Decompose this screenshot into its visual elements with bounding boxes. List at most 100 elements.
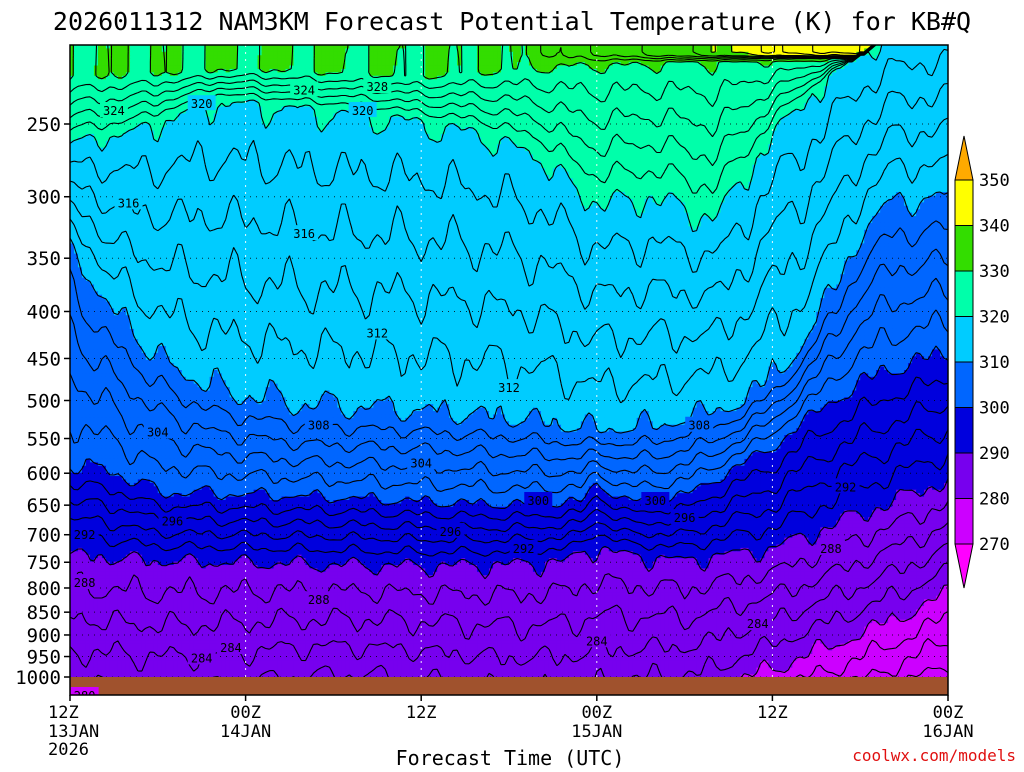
theta-cell [516,82,522,87]
theta-cell [664,75,670,80]
theta-cell [576,79,582,84]
theta-cell [313,75,319,80]
theta-cell [273,99,279,104]
theta-cell [389,48,394,53]
theta-cell [189,79,195,84]
theta-cell [616,65,622,70]
theta-cell [784,86,789,91]
theta-cell [317,75,323,80]
theta-cell [940,116,945,121]
theta-cell [441,68,446,73]
theta-cell [213,55,219,60]
theta-cell [548,106,554,111]
theta-cell [357,79,362,84]
theta-cell [413,113,418,118]
theta-cell [612,58,618,63]
theta-cell [369,51,374,56]
theta-cell [465,113,470,118]
theta-cell [205,92,211,97]
theta-cell [672,65,678,70]
theta-cell [185,120,191,125]
theta-cell [261,110,267,115]
theta-cell [345,120,350,125]
theta-cell [405,62,410,67]
theta-cell [776,75,781,80]
theta-cell [688,106,694,111]
theta-cell [832,106,837,111]
theta-cell [449,120,454,125]
theta-cell [109,92,115,97]
theta-cell [816,89,821,94]
theta-cell [768,113,773,118]
theta-cell [552,120,558,125]
theta-cell [493,120,498,125]
theta-cell [449,65,454,70]
theta-cell [241,62,247,67]
theta-cell [528,110,534,115]
theta-cell [900,116,905,121]
theta-cell [852,72,857,77]
theta-cell [772,72,777,77]
theta-cell [768,116,773,121]
theta-cell [932,48,937,53]
theta-cell [620,72,626,77]
theta-cell [177,99,183,104]
theta-cell [445,120,450,125]
theta-cell [137,99,143,104]
theta-cell [704,65,710,70]
theta-cell [453,55,458,60]
theta-cell [548,103,554,108]
theta-cell [796,86,801,91]
theta-cell [477,89,482,94]
theta-cell [261,45,267,50]
theta-cell [77,48,83,53]
theta-cell [868,58,873,63]
theta-cell [932,58,937,63]
theta-cell [704,116,710,121]
theta-cell [884,68,889,73]
theta-cell [173,82,179,87]
theta-cell [796,65,801,70]
theta-cell [912,55,917,60]
theta-cell [473,48,478,53]
theta-cell [676,55,682,60]
theta-cell [796,116,801,121]
theta-cell [600,68,606,73]
theta-cell [129,89,135,94]
theta-cell [868,48,873,53]
theta-cell [257,110,263,115]
theta-cell [505,86,510,91]
theta-cell [197,45,203,50]
theta-cell [808,96,813,101]
theta-cell [536,106,542,111]
theta-cell [321,103,327,108]
theta-cell [808,113,813,118]
theta-cell [489,116,494,121]
theta-cell [840,110,845,115]
theta-cell [437,72,442,77]
theta-cell [245,86,251,91]
theta-cell [209,51,215,56]
theta-cell [644,99,650,104]
theta-cell [568,103,574,108]
theta-cell [445,113,450,118]
theta-cell [113,79,119,84]
theta-cell [465,116,470,121]
theta-cell [425,120,430,125]
theta-cell [720,89,726,94]
theta-cell [77,106,83,111]
theta-cell [181,99,187,104]
theta-cell [684,79,690,84]
theta-cell [281,110,287,115]
theta-cell [257,75,263,80]
theta-cell [313,55,319,60]
theta-cell [341,45,346,50]
theta-cell [269,89,275,94]
theta-cell [209,116,215,121]
theta-cell [70,58,75,63]
theta-cell [269,45,275,50]
theta-cell [453,113,458,118]
theta-cell [70,103,75,108]
theta-cell [105,75,111,80]
theta-cell [556,72,562,77]
